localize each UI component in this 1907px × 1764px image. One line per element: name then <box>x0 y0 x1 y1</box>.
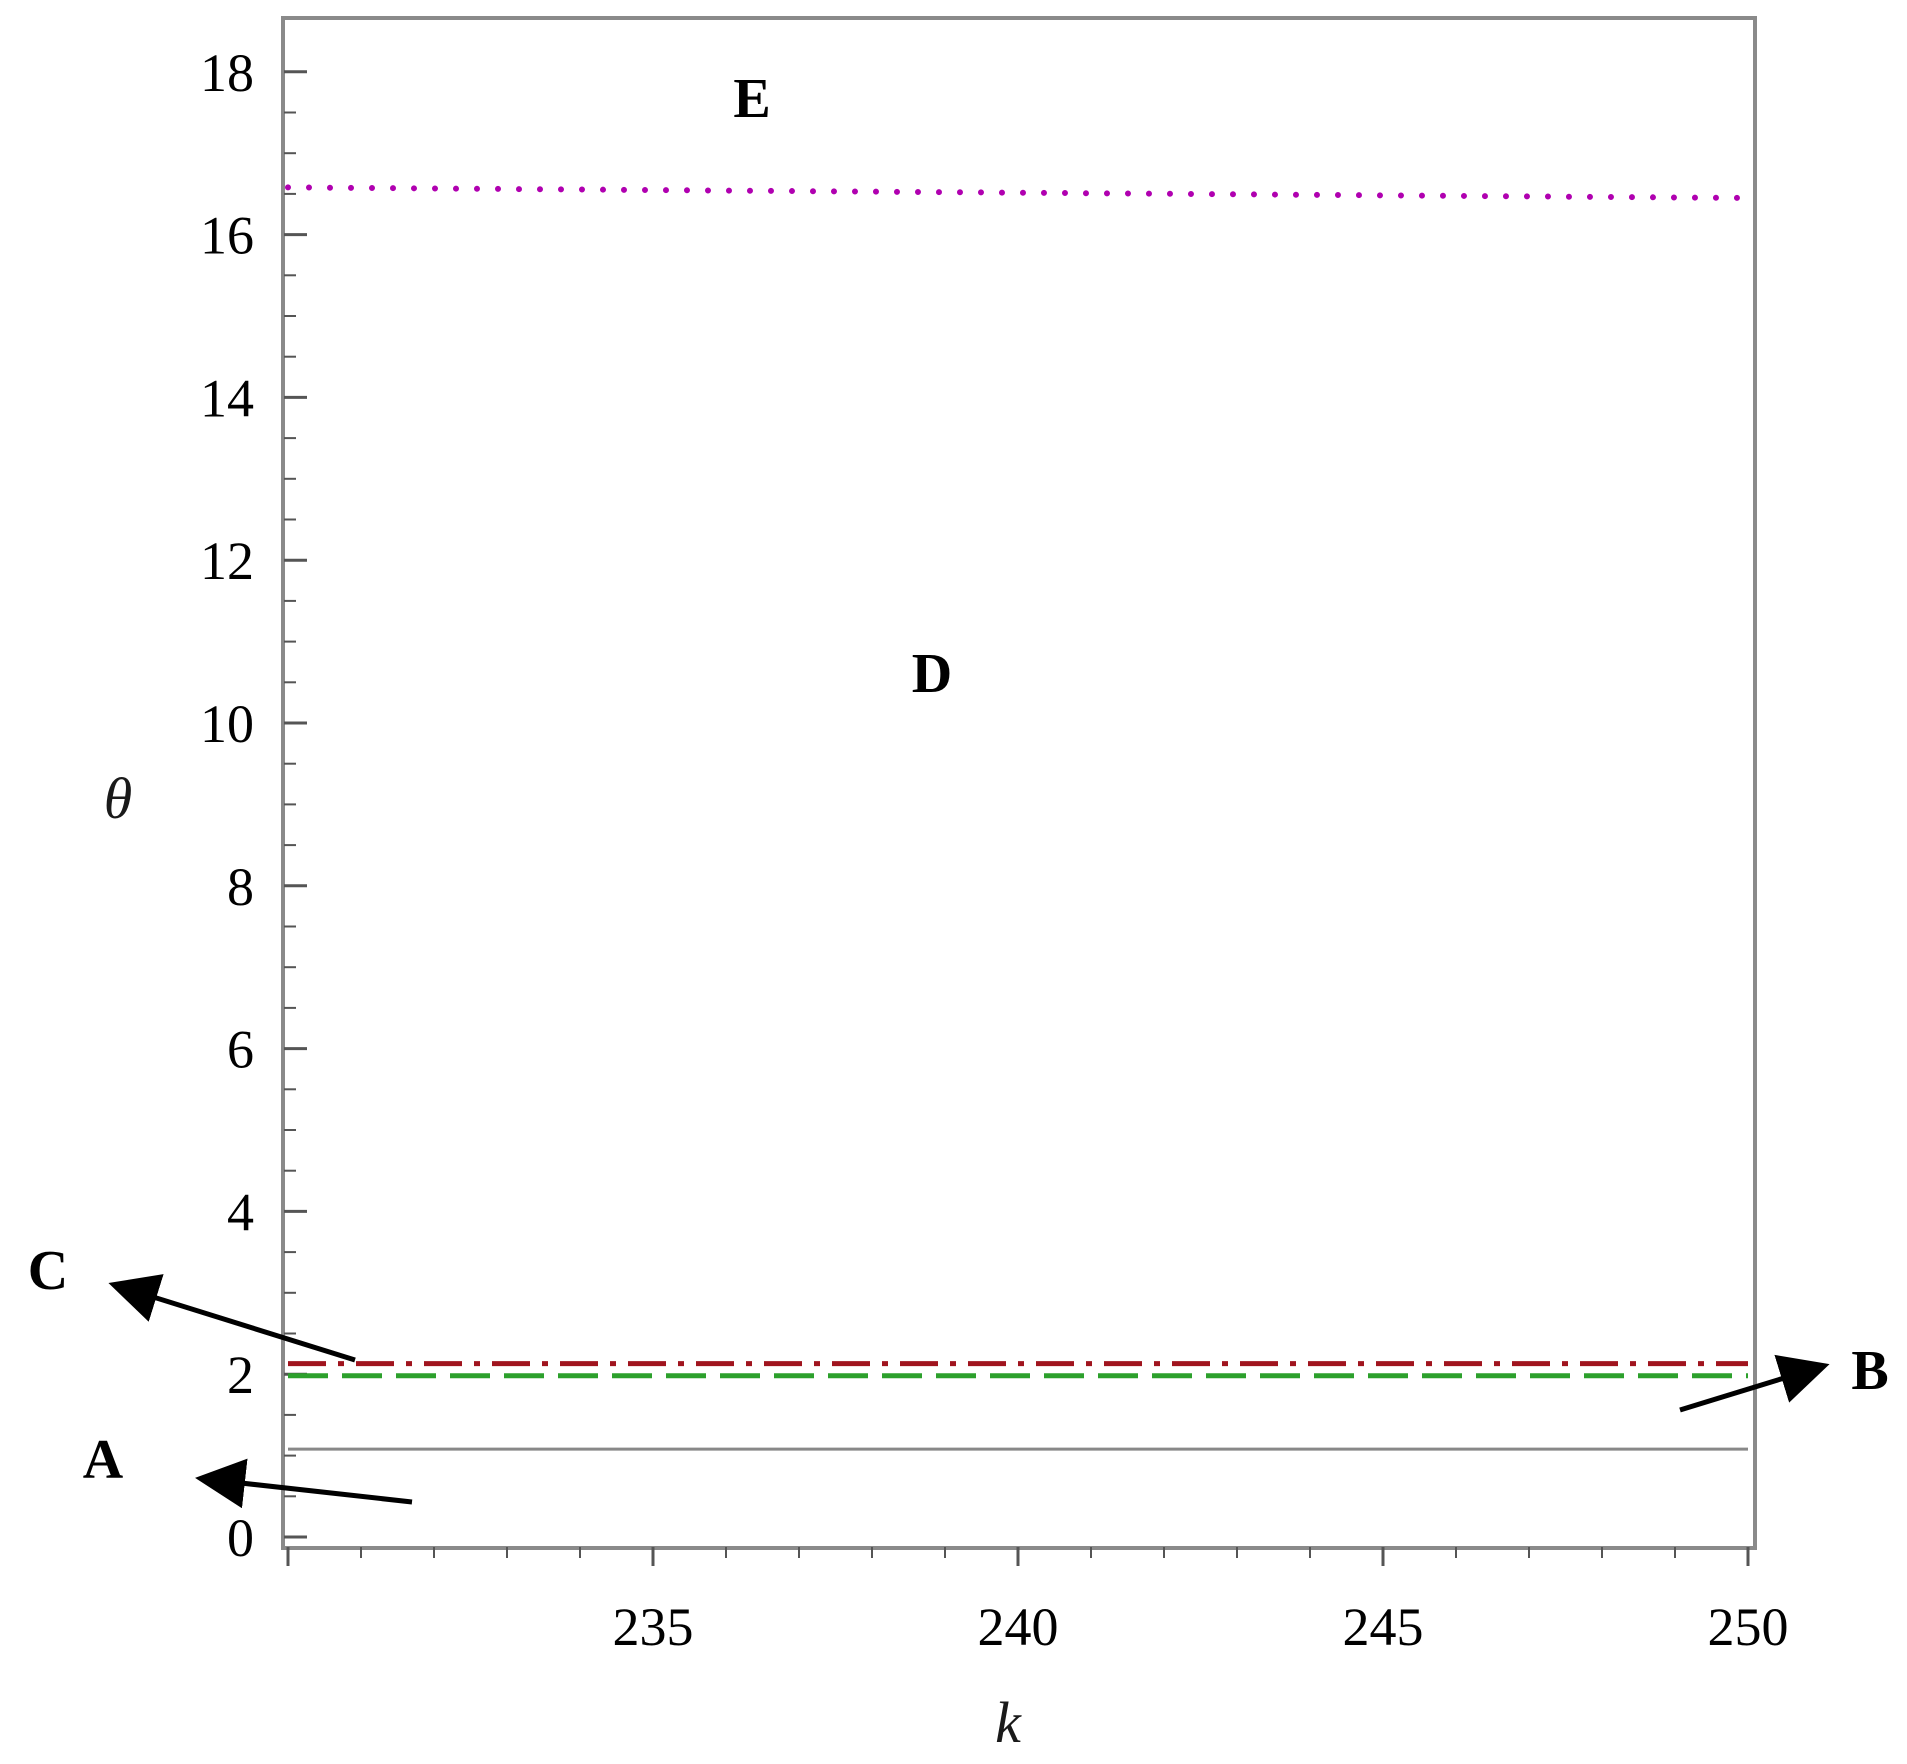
annotation-e: E <box>733 68 770 130</box>
annotation-c: C <box>28 1240 68 1302</box>
y-tick-label: 2 <box>227 1345 254 1405</box>
arrow-a <box>195 1458 413 1509</box>
annotation-a: A <box>83 1429 124 1491</box>
y-tick-label: 6 <box>227 1020 254 1080</box>
x-tick-label: 240 <box>978 1597 1059 1657</box>
annotation-layer: A B C D E <box>28 68 1889 1509</box>
y-tick-label: 14 <box>200 368 254 428</box>
y-tick-label: 8 <box>227 857 254 917</box>
x-axis: 235 240 245 250 <box>286 1547 1789 1657</box>
x-axis-title: k <box>995 1690 1022 1755</box>
y-tick-label: 18 <box>200 43 254 103</box>
x-tick-label: 245 <box>1343 1597 1424 1657</box>
annotation-b: B <box>1851 1340 1888 1402</box>
y-tick-label: 10 <box>200 694 254 754</box>
annotation-d: D <box>912 643 952 705</box>
arrow-b <box>1679 1354 1830 1413</box>
y-tick-label: 12 <box>200 531 254 591</box>
y-tick-label: 0 <box>227 1508 254 1568</box>
series-line-dotted <box>285 184 1751 201</box>
x-tick-label: 250 <box>1708 1597 1789 1657</box>
series-layer <box>285 184 1751 1451</box>
y-axis: 0 2 4 6 8 10 12 14 16 18 <box>200 43 307 1568</box>
y-tick-label: 4 <box>227 1182 254 1242</box>
arrow-c <box>108 1274 356 1363</box>
y-tick-label: 16 <box>200 206 254 266</box>
plot-frame <box>281 16 1757 1550</box>
x-tick-label: 235 <box>613 1597 694 1657</box>
y-axis-title: θ <box>104 766 133 831</box>
